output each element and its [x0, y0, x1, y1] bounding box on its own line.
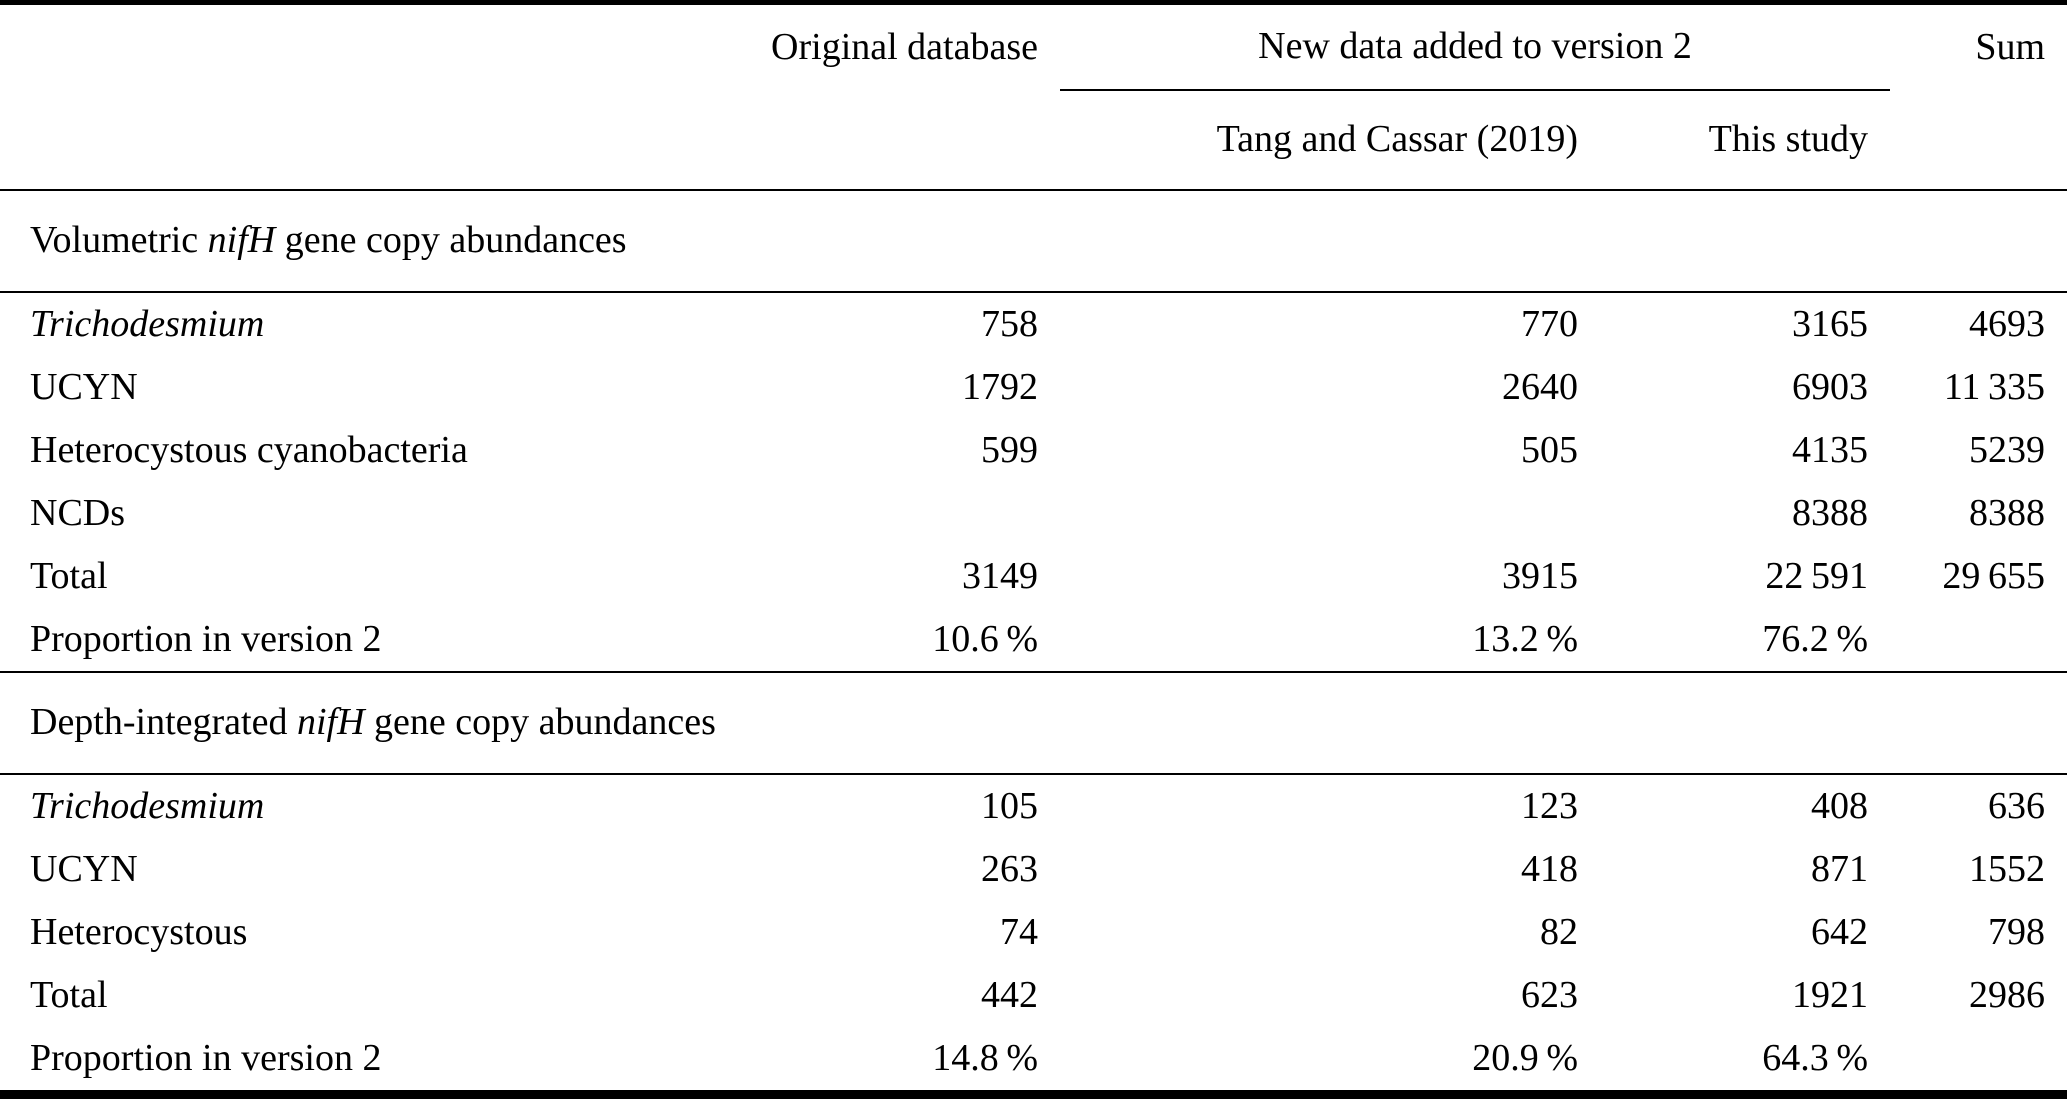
cell-value: 798	[1988, 910, 2046, 953]
row-label: Heterocystous cyanobacteria	[30, 428, 468, 471]
row-label: Trichodesmium	[30, 302, 265, 345]
table-row: UCYN 1792 2640 6903 11 335	[0, 356, 2067, 419]
table-row: Total 442 623 1921 2986	[0, 964, 2067, 1027]
cell-value: 418	[1521, 847, 1578, 890]
table-row: Trichodesmium 105 123 408 636	[0, 774, 2067, 838]
col-header-sum: Sum	[1975, 25, 2046, 68]
section-title-text: Depth-integrated	[30, 701, 297, 744]
cell-value: 758	[981, 302, 1038, 345]
table-row: Heterocystous 74 82 642 798	[0, 901, 2067, 964]
cell-value: 22 591	[1765, 554, 1869, 597]
cell-value: 5239	[1969, 428, 2046, 471]
cell-value: 3149	[962, 554, 1038, 597]
cell-value: 8388	[1792, 491, 1869, 534]
table-row: Proportion in version 2 14.8 % 20.9 % 64…	[0, 1027, 2067, 1095]
cell-value: 1792	[962, 365, 1038, 408]
table-row: Trichodesmium 758 770 3165 4693	[0, 292, 2067, 356]
header-empty-cell	[660, 90, 1060, 190]
section-title-text: gene copy abundances	[364, 701, 716, 744]
cell-value: 13.2 %	[1472, 617, 1578, 660]
row-label: UCYN	[30, 847, 138, 890]
cell-value: 1552	[1969, 847, 2046, 890]
cell-value: 770	[1521, 302, 1578, 345]
section-header-depth-integrated: Depth-integrated nifH gene copy abundanc…	[0, 671, 2067, 775]
cell-value: 6903	[1792, 365, 1869, 408]
cell-value: 263	[981, 847, 1038, 890]
table-body: Volumetric nifH gene copy abundances Tri…	[0, 189, 2067, 1095]
cell-value: 505	[1521, 428, 1578, 471]
cell-value	[1890, 1027, 2067, 1095]
row-label: Total	[30, 973, 108, 1016]
row-label: UCYN	[30, 365, 138, 408]
row-label: Proportion in version 2	[30, 1036, 382, 1079]
cell-value: 8388	[1969, 491, 2046, 534]
col-header-group-new-data: New data added to version 2	[1060, 2, 1891, 91]
cell-value: 2640	[1502, 365, 1578, 408]
cell-value: 14.8 %	[932, 1036, 1038, 1079]
cell-value: 636	[1988, 784, 2046, 827]
cell-value: 74	[1000, 910, 1038, 953]
cell-value: 408	[1811, 784, 1869, 827]
header-empty-cell	[0, 90, 660, 190]
header-empty-cell	[1890, 90, 2067, 190]
cell-value: 76.2 %	[1762, 617, 1869, 660]
table-row: Total 3149 3915 22 591 29 655	[0, 545, 2067, 608]
section-title-text: Volumetric	[30, 219, 208, 262]
cell-value: 4135	[1792, 428, 1869, 471]
cell-value: 11 335	[1943, 365, 2046, 408]
cell-value: 3915	[1502, 554, 1578, 597]
header-row-2: Tang and Cassar (2019) This study	[0, 90, 2067, 190]
cell-value: 442	[981, 973, 1038, 1016]
section-title-gene-name: nifH	[296, 701, 365, 744]
cell-value: 871	[1811, 847, 1869, 890]
table-row: UCYN 263 418 871 1552	[0, 838, 2067, 901]
cell-value: 10.6 %	[932, 617, 1038, 660]
row-label: Proportion in version 2	[30, 617, 382, 660]
col-header-this-study: This study	[1708, 118, 1869, 161]
cell-value: 3165	[1792, 302, 1869, 345]
row-label: NCDs	[30, 491, 126, 534]
col-header-tang-cassar: Tang and Cassar (2019)	[1216, 118, 1578, 161]
row-label: Heterocystous	[30, 910, 248, 953]
col-header-original-database: Original database	[771, 25, 1038, 68]
table-row: NCDs 8388 8388	[0, 482, 2067, 545]
cell-value: 623	[1521, 973, 1578, 1016]
cell-value	[660, 482, 1060, 545]
cell-value: 642	[1811, 910, 1869, 953]
cell-value	[1060, 482, 1600, 545]
cell-value: 105	[981, 784, 1038, 827]
table-row: Heterocystous cyanobacteria 599 505 4135…	[0, 419, 2067, 482]
section-title: Volumetric nifH gene copy abundances	[0, 189, 2067, 293]
section-title-text: gene copy abundances	[275, 219, 627, 262]
section-title: Depth-integrated nifH gene copy abundanc…	[0, 671, 2067, 775]
cell-value: 4693	[1969, 302, 2046, 345]
cell-value: 1921	[1792, 973, 1869, 1016]
cell-value: 2986	[1969, 973, 2046, 1016]
cell-value: 599	[981, 428, 1038, 471]
header-row-1: Original database New data added to vers…	[0, 2, 2067, 91]
cell-value: 123	[1521, 784, 1578, 827]
cell-value: 29 655	[1942, 554, 2046, 597]
table-row: Proportion in version 2 10.6 % 13.2 % 76…	[0, 608, 2067, 672]
table-header: Original database New data added to vers…	[0, 2, 2067, 191]
row-label: Total	[30, 554, 108, 597]
section-header-volumetric: Volumetric nifH gene copy abundances	[0, 189, 2067, 293]
cell-value	[1890, 608, 2067, 672]
header-empty-cell	[0, 3, 660, 91]
cell-value: 64.3 %	[1762, 1036, 1869, 1079]
row-label: Trichodesmium	[30, 784, 265, 827]
cell-value: 82	[1540, 910, 1578, 953]
section-title-gene-name: nifH	[207, 219, 276, 262]
cell-value: 20.9 %	[1472, 1036, 1578, 1079]
